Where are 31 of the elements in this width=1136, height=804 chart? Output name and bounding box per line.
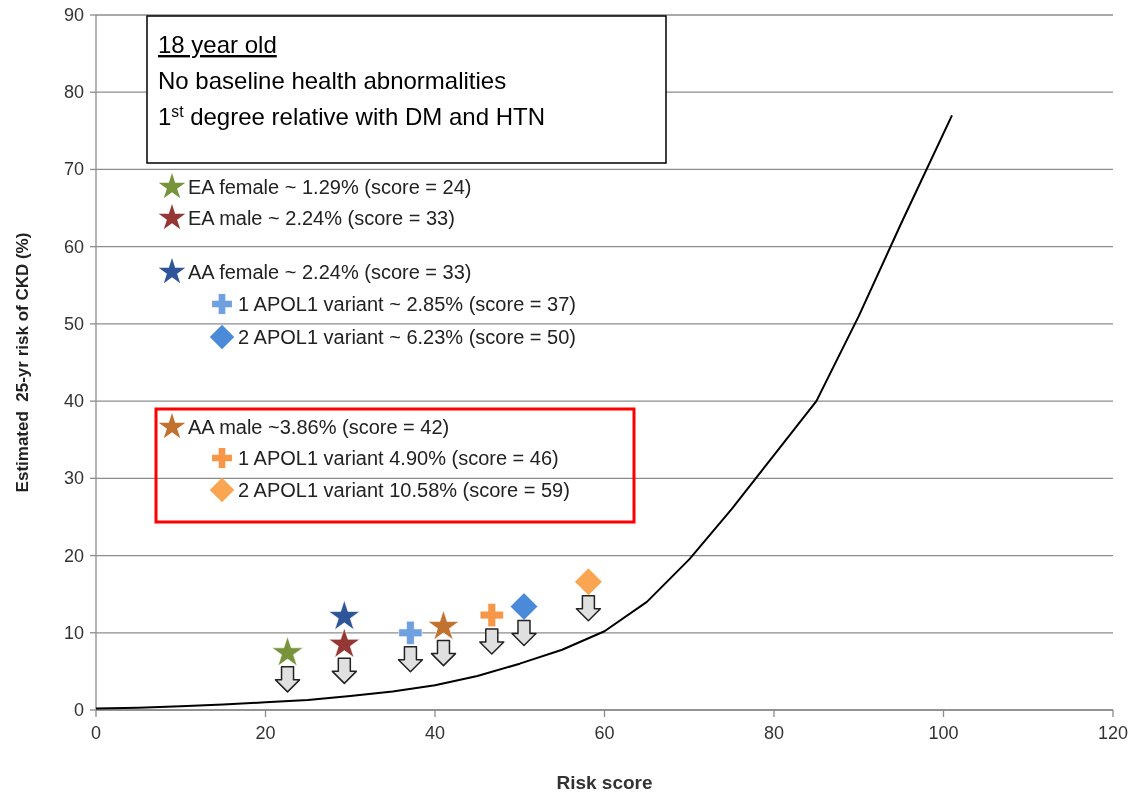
annotation: 1$^{st}$ degree relative with DM and HTN	[158, 102, 545, 130]
x-axis-title: Risk score	[556, 772, 653, 793]
legend-label: 1 APOL1 variant 4.90% (score = 46)	[238, 447, 559, 469]
x-tick-label: 20	[255, 723, 276, 743]
x-tick-label: 60	[594, 723, 615, 743]
y-tick-label: 0	[73, 700, 84, 720]
x-tick-label: 100	[928, 723, 959, 743]
y-tick-label: 10	[63, 622, 84, 643]
y-tick-label: 30	[63, 468, 84, 489]
x-tick-label: 120	[1097, 723, 1129, 743]
y-axis-title: Estimated 25-yr risk of CKD (%)	[13, 232, 32, 493]
y-tick-label: 40	[63, 391, 84, 412]
legend-label: AA female ~ 2.24% (score = 33)	[188, 261, 472, 283]
y-tick-label: 80	[63, 82, 84, 103]
legend-label: 2 APOL1 variant ~ 6.23% (score = 50)	[238, 326, 576, 348]
y-tick-label: 90	[63, 5, 84, 25]
legend-label: EA male ~ 2.24% (score = 33)	[188, 207, 455, 229]
legend-label: AA male ~3.86% (score = 42)	[188, 416, 450, 438]
y-tick-label: 60	[63, 236, 84, 257]
annotation: No baseline health abnormalities	[158, 67, 507, 94]
y-tick-label: 20	[63, 545, 84, 566]
legend-label: EA female ~ 1.29% (score = 24)	[188, 176, 472, 198]
x-tick-label: 40	[424, 723, 446, 743]
x-tick-label: 0	[90, 723, 102, 743]
legend-label: 2 APOL1 variant 10.58% (score = 59)	[238, 479, 570, 501]
y-tick-label: 50	[63, 313, 84, 334]
text-box: 18 year old No baseline health abnormalities 1$^{st}$ degree relative with DM and HTN	[146, 15, 667, 164]
x-tick-label: 80	[763, 723, 785, 743]
y-tick-label: 70	[63, 159, 84, 180]
annotation: 18 year old	[158, 31, 277, 58]
legend-label: 1 APOL1 variant ~ 2.85% (score = 37)	[238, 293, 576, 315]
